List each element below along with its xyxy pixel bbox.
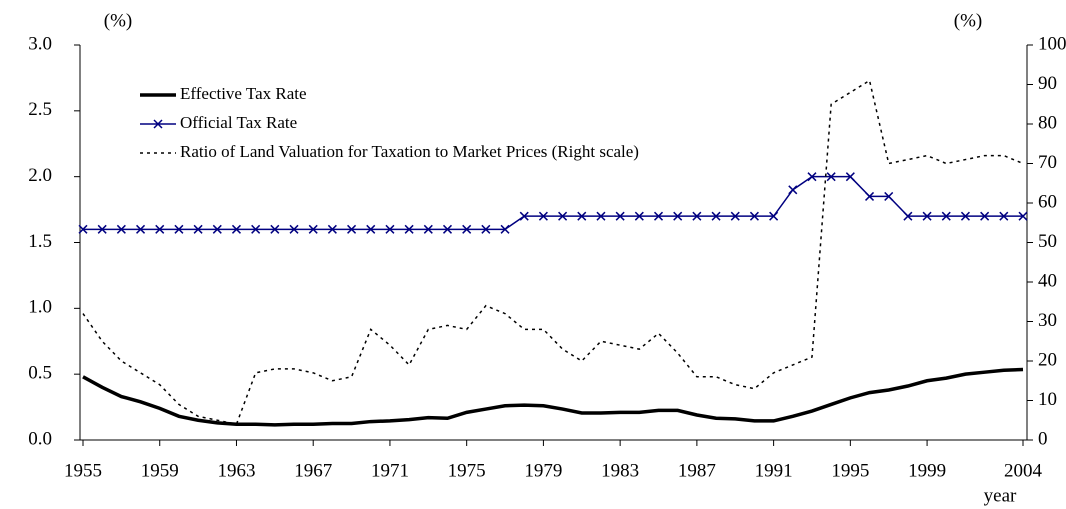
y2-tick-label: 20	[1038, 349, 1057, 370]
x-tick-label: 1975	[448, 460, 486, 481]
y2-tick-label: 80	[1038, 112, 1057, 133]
x-tick-label: 1995	[831, 460, 869, 481]
y-tick-label: 3.0	[28, 33, 52, 54]
marker	[865, 191, 875, 201]
y2-tick-label: 30	[1038, 310, 1057, 331]
marker	[538, 211, 548, 221]
x-axis-label: year	[984, 485, 1017, 506]
legend-marker	[153, 119, 163, 129]
marker	[769, 211, 779, 221]
marker	[634, 211, 644, 221]
marker	[231, 224, 241, 234]
marker	[653, 211, 664, 221]
x-tick-label: 1983	[601, 460, 639, 481]
marker	[673, 211, 683, 221]
marker	[366, 224, 376, 234]
y2-tick-label: 100	[1038, 33, 1066, 54]
marker	[980, 211, 990, 221]
y2-tick-label: 70	[1038, 152, 1057, 173]
marker	[155, 224, 165, 234]
marker	[174, 224, 184, 234]
marker	[327, 224, 337, 234]
marker	[596, 211, 606, 221]
series-line	[83, 175, 1023, 231]
marker	[711, 211, 721, 221]
x-tick-label: 1963	[217, 460, 255, 481]
y2-tick-label: 60	[1038, 191, 1057, 212]
marker	[749, 211, 759, 221]
x-tick-label: 1959	[141, 460, 179, 481]
marker	[807, 172, 817, 182]
legend-label: Official Tax Rate	[180, 113, 297, 132]
marker	[251, 224, 261, 234]
x-tick-label: 1967	[294, 460, 332, 481]
y-tick-label: 2.5	[28, 99, 52, 120]
y-tick-label: 1.5	[28, 231, 52, 252]
y-tick-label: 0.5	[28, 363, 52, 384]
marker	[481, 224, 491, 234]
x-tick-label: 2004	[1004, 460, 1043, 481]
y2-tick-label: 50	[1038, 231, 1057, 252]
marker	[136, 224, 146, 234]
y-tick-label: 0.0	[28, 428, 52, 449]
marker	[1018, 211, 1028, 221]
x-tick-label: 1987	[678, 460, 716, 481]
marker	[462, 224, 472, 234]
marker	[922, 211, 932, 221]
marker	[730, 211, 740, 221]
marker	[289, 224, 299, 234]
marker	[347, 224, 357, 234]
marker	[558, 211, 568, 221]
marker	[97, 224, 107, 234]
marker	[404, 224, 414, 234]
marker	[615, 211, 625, 221]
marker	[423, 224, 433, 234]
marker	[960, 211, 970, 221]
marker	[212, 224, 222, 234]
x-tick-label: 1999	[908, 460, 946, 481]
y-tick-label: 1.0	[28, 297, 52, 318]
y2-tick-label: 40	[1038, 270, 1057, 291]
y-tick-label: 2.0	[28, 165, 52, 186]
y2-tick-label: 90	[1038, 73, 1057, 94]
legend-label: Ratio of Land Valuation for Taxation to …	[180, 142, 639, 161]
series-line	[82, 367, 1024, 427]
marker	[999, 211, 1009, 221]
x-tick-label: 1991	[755, 460, 793, 481]
marker	[788, 185, 798, 195]
y2-tick-label: 0	[1038, 428, 1048, 449]
x-tick-label: 1971	[371, 460, 409, 481]
marker	[270, 224, 280, 234]
marker	[903, 211, 913, 221]
marker	[442, 224, 453, 234]
marker	[692, 211, 702, 221]
x-tick-label: 1979	[524, 460, 562, 481]
marker	[193, 224, 203, 234]
marker	[577, 211, 587, 221]
marker	[845, 172, 855, 182]
marker	[116, 224, 126, 234]
marker	[308, 224, 318, 234]
series-line	[82, 79, 1024, 426]
marker	[500, 224, 510, 234]
marker	[519, 211, 529, 221]
marker	[78, 224, 88, 234]
marker	[941, 211, 951, 221]
x-tick-label: 1955	[64, 460, 102, 481]
marker	[884, 191, 894, 201]
legend-label: Effective Tax Rate	[180, 84, 307, 103]
marker	[826, 172, 836, 182]
y2-tick-label: 10	[1038, 389, 1057, 410]
marker	[385, 224, 395, 234]
y2-axis-label: (%)	[954, 10, 982, 31]
y-axis-label: (%)	[104, 10, 132, 31]
